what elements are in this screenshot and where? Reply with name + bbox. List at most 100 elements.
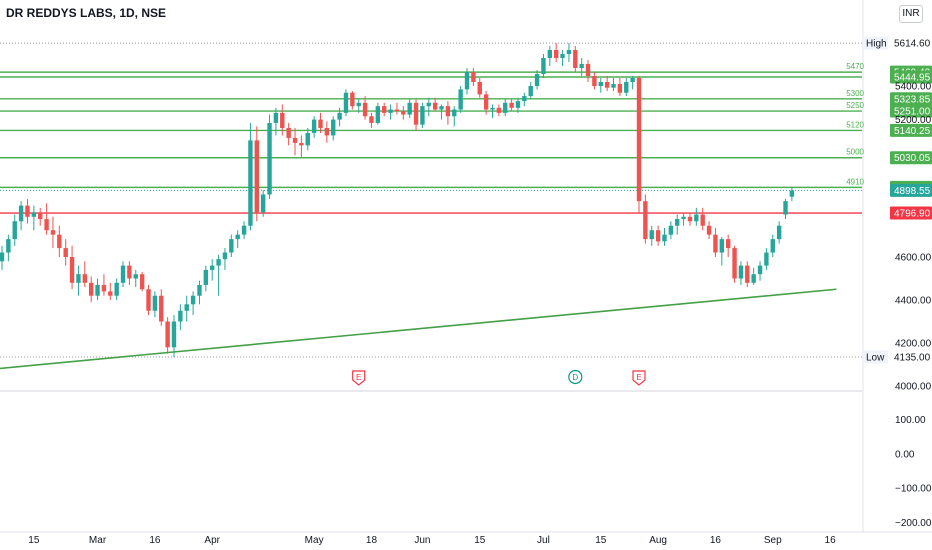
- candle-body[interactable]: [445, 106, 451, 117]
- horizontal-levels[interactable]: 5470 5300 5250 5120 5000 4910: [0, 62, 865, 214]
- candle-body[interactable]: [254, 140, 259, 213]
- candle-body[interactable]: [50, 230, 56, 235]
- candle-body[interactable]: [541, 58, 546, 74]
- candle-body[interactable]: [579, 64, 584, 68]
- candle-body[interactable]: [369, 116, 374, 123]
- candle-body[interactable]: [146, 289, 151, 311]
- candle-body[interactable]: [311, 119, 317, 133]
- candle-body[interactable]: [687, 216, 693, 222]
- candle-body[interactable]: [668, 225, 674, 235]
- candle-body[interactable]: [318, 119, 323, 128]
- candle-body[interactable]: [133, 274, 138, 279]
- level-price-tag[interactable]: [890, 104, 932, 118]
- candle-body[interactable]: [95, 284, 100, 296]
- candle-body[interactable]: [260, 194, 266, 213]
- candle-body[interactable]: [471, 72, 476, 82]
- candle-body[interactable]: [210, 265, 215, 270]
- candle-body[interactable]: [496, 107, 502, 113]
- candle-body[interactable]: [6, 239, 11, 253]
- candle-body[interactable]: [783, 201, 788, 215]
- candle-body[interactable]: [331, 119, 336, 136]
- currency-badge[interactable]: INR: [899, 5, 923, 23]
- candle-body[interactable]: [598, 82, 603, 86]
- level-price-tag[interactable]: [890, 151, 932, 165]
- candle-body[interactable]: [350, 92, 355, 107]
- earnings-marker[interactable]: [632, 370, 646, 386]
- candle-body[interactable]: [44, 219, 49, 231]
- candle-body[interactable]: [286, 128, 291, 138]
- dividend-marker[interactable]: [568, 369, 583, 385]
- candle-body[interactable]: [732, 248, 737, 279]
- candle-body[interactable]: [534, 74, 540, 86]
- candle-body[interactable]: [560, 54, 565, 58]
- candle-body[interactable]: [490, 107, 495, 110]
- candle-body[interactable]: [700, 214, 705, 226]
- price-axis[interactable]: 5469.405444.955323.855251.005140.255030.…: [862, 36, 932, 529]
- candle-body[interactable]: [216, 259, 221, 266]
- candle-body[interactable]: [0, 252, 5, 262]
- candle-body[interactable]: [273, 112, 279, 123]
- candle-body[interactable]: [171, 321, 177, 348]
- candle-body[interactable]: [452, 109, 457, 117]
- candle-body[interactable]: [248, 140, 253, 226]
- earnings-marker[interactable]: [352, 370, 366, 386]
- candle-body[interactable]: [31, 212, 37, 217]
- candle-body[interactable]: [719, 239, 725, 253]
- candle-body[interactable]: [356, 102, 361, 107]
- candle-body[interactable]: [241, 225, 247, 235]
- candle-body[interactable]: [649, 230, 654, 240]
- candle-body[interactable]: [675, 219, 680, 226]
- candle-body[interactable]: [63, 248, 68, 257]
- candle-body[interactable]: [655, 230, 661, 242]
- candle-body[interactable]: [566, 50, 572, 54]
- candle-body[interactable]: [636, 78, 642, 202]
- candle-body[interactable]: [165, 321, 170, 348]
- candle-body[interactable]: [509, 102, 514, 108]
- candle-body[interactable]: [12, 221, 17, 240]
- candle-body[interactable]: [222, 252, 228, 260]
- candle-body[interactable]: [203, 269, 209, 285]
- level-price-tag[interactable]: [890, 70, 932, 84]
- candle-body[interactable]: [152, 295, 158, 311]
- candle-body[interactable]: [197, 284, 202, 296]
- level-price-tag[interactable]: [890, 206, 932, 220]
- candle-body[interactable]: [694, 214, 699, 222]
- candle-body[interactable]: [76, 274, 81, 283]
- candle-body[interactable]: [553, 50, 559, 58]
- candle-body[interactable]: [725, 239, 731, 249]
- candle-body[interactable]: [159, 295, 164, 322]
- candle-body[interactable]: [407, 102, 412, 115]
- candle-body[interactable]: [738, 265, 744, 279]
- candle-body[interactable]: [190, 295, 196, 305]
- candle-body[interactable]: [101, 284, 107, 292]
- candle-body[interactable]: [776, 225, 782, 240]
- candle-body[interactable]: [362, 102, 368, 117]
- candle-body[interactable]: [375, 106, 381, 123]
- candle-body[interactable]: [337, 112, 342, 120]
- candle-body[interactable]: [458, 89, 463, 110]
- candle-body[interactable]: [108, 291, 113, 296]
- candle-body[interactable]: [611, 84, 616, 88]
- candle-body[interactable]: [624, 82, 629, 93]
- candle-body[interactable]: [483, 94, 489, 110]
- candle-body[interactable]: [184, 304, 189, 311]
- candle-body[interactable]: [38, 212, 43, 220]
- candle-body[interactable]: [343, 92, 349, 113]
- candle-body[interactable]: [178, 310, 183, 322]
- candle-body[interactable]: [745, 265, 750, 283]
- candle-body[interactable]: [413, 102, 419, 125]
- candle-body[interactable]: [789, 190, 795, 197]
- candle-body[interactable]: [114, 282, 119, 296]
- trendline[interactable]: [0, 288, 837, 370]
- candle-body[interactable]: [88, 282, 94, 296]
- candle-body[interactable]: [585, 64, 591, 76]
- candle-body[interactable]: [503, 102, 508, 113]
- candle-body[interactable]: [573, 50, 578, 68]
- candle-body[interactable]: [681, 216, 686, 220]
- candle-body[interactable]: [604, 82, 610, 88]
- candle-body[interactable]: [547, 50, 553, 58]
- candle-body[interactable]: [464, 72, 470, 90]
- candle-body[interactable]: [18, 205, 24, 222]
